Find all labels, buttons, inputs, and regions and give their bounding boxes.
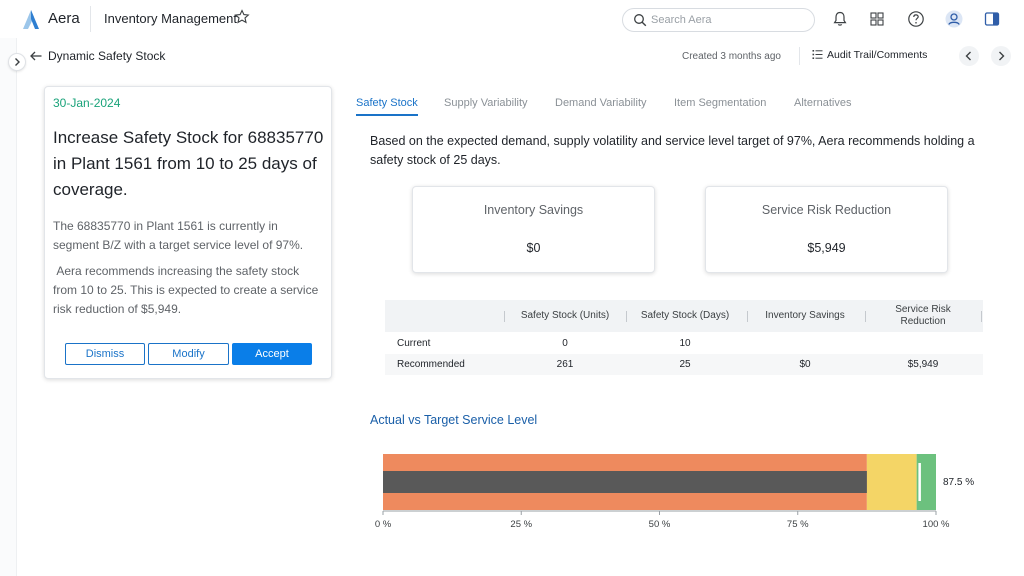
column-header: Safety Stock (Units) xyxy=(520,310,610,321)
range-band xyxy=(916,454,936,510)
x-tick-label: 0 % xyxy=(375,519,392,530)
kpi-label: Service Risk Reduction xyxy=(761,203,892,217)
chevron-left-icon xyxy=(965,51,971,61)
chevron-right-icon xyxy=(999,51,1005,61)
column-separator xyxy=(747,311,748,322)
table-cell: 0 xyxy=(562,338,568,349)
x-tick-label: 75 % xyxy=(787,519,809,530)
column-separator xyxy=(981,311,982,322)
table-cell: 10 xyxy=(679,338,691,349)
chevron-right-icon xyxy=(15,58,20,66)
table-row: Recommended 261 25 $0 $5,949 xyxy=(385,354,983,375)
bell-icon[interactable] xyxy=(831,10,849,28)
table-cell: $5,949 xyxy=(907,359,939,370)
recommendation-detail: The 68835770 in Plant 1561 is currently … xyxy=(53,219,304,252)
modify-button[interactable]: Modify xyxy=(148,343,229,365)
table-cell: 261 xyxy=(556,359,574,370)
column-header: Service Risk Reduction xyxy=(895,304,951,327)
table-header: Safety Stock (Units) Safety Stock (Days)… xyxy=(385,300,983,332)
column-header: Safety Stock (Days) xyxy=(640,310,730,321)
top-bar: Aera Inventory Management xyxy=(0,0,1024,38)
card-actions: Dismiss Modify Accept xyxy=(65,343,315,365)
tab-item-segmentation[interactable]: Item Segmentation xyxy=(674,97,767,109)
kpi-label: Inventory Savings xyxy=(483,203,584,217)
table-row: Current 0 10 xyxy=(385,333,983,354)
kpi-value: $0 xyxy=(526,241,541,255)
accept-button[interactable]: Accept xyxy=(232,343,312,365)
panel-icon[interactable] xyxy=(983,10,1001,28)
next-button[interactable] xyxy=(991,46,1011,66)
header-divider xyxy=(90,6,91,32)
audit-trail-label: Audit Trail/Comments xyxy=(827,49,928,61)
grid-icon[interactable] xyxy=(868,10,886,28)
recommendation-headline: Increase Safety Stock for 68835770 in Pl… xyxy=(53,128,324,199)
dismiss-button[interactable]: Dismiss xyxy=(65,343,145,365)
recommendation-date: 30-Jan-2024 xyxy=(53,96,121,110)
list-icon xyxy=(812,50,823,59)
column-separator xyxy=(865,311,866,322)
back-arrow-icon[interactable] xyxy=(29,49,43,63)
x-tick-label: 25 % xyxy=(510,519,532,530)
recommendation-card: 30-Jan-2024 Increase Safety Stock for 68… xyxy=(44,86,332,379)
search-icon xyxy=(634,14,647,27)
tab-demand-variability[interactable]: Demand Variability xyxy=(555,97,647,109)
service-level-chart: 87.5 % 0 % 25 % 50 % 75 % 100 % xyxy=(375,454,974,530)
page-title: Dynamic Safety Stock xyxy=(48,49,166,63)
section-title: Actual vs Target Service Level xyxy=(370,413,538,427)
column-separator xyxy=(504,311,505,322)
service-risk-reduction-card: Service Risk Reduction $5,949 xyxy=(705,186,948,273)
tab-alternatives[interactable]: Alternatives xyxy=(794,97,852,109)
tab-safety-stock[interactable]: Safety Stock xyxy=(356,97,418,116)
brand-name: Aera xyxy=(48,10,80,27)
search-box[interactable] xyxy=(622,8,815,32)
user-icon[interactable] xyxy=(945,10,963,28)
subheader-divider xyxy=(799,47,800,65)
range-band xyxy=(866,454,917,510)
row-label: Current xyxy=(397,338,431,349)
table-cell: $0 xyxy=(799,359,811,370)
recommendation-summary: Based on the expected demand, supply vol… xyxy=(370,134,975,167)
actual-value-label: 87.5 % xyxy=(943,477,974,488)
tab-supply-variability[interactable]: Supply Variability xyxy=(444,97,528,109)
inventory-savings-card: Inventory Savings $0 xyxy=(412,186,655,273)
table-cell: 25 xyxy=(679,359,691,370)
target-marker xyxy=(918,463,921,501)
aera-logo-icon[interactable] xyxy=(20,7,42,31)
left-rail xyxy=(0,38,17,576)
app-title: Inventory Management xyxy=(104,11,237,26)
help-icon[interactable] xyxy=(907,10,925,28)
actual-bar xyxy=(383,471,867,493)
audit-trail-link[interactable]: Audit Trail/Comments xyxy=(812,49,927,61)
star-icon[interactable] xyxy=(234,9,250,25)
expand-sidebar-button[interactable] xyxy=(8,53,26,71)
column-header: Inventory Savings xyxy=(765,310,845,321)
x-tick-label: 50 % xyxy=(649,519,671,530)
recommendation-rationale: Aera recommends increasing the safety st… xyxy=(53,264,322,316)
x-tick-label: 100 % xyxy=(923,519,950,530)
created-timestamp: Created 3 months ago xyxy=(682,51,781,62)
column-separator xyxy=(626,311,627,322)
previous-button[interactable] xyxy=(959,46,979,66)
search-input[interactable] xyxy=(651,12,806,28)
kpi-value: $5,949 xyxy=(807,241,846,255)
row-label: Recommended xyxy=(397,359,465,370)
